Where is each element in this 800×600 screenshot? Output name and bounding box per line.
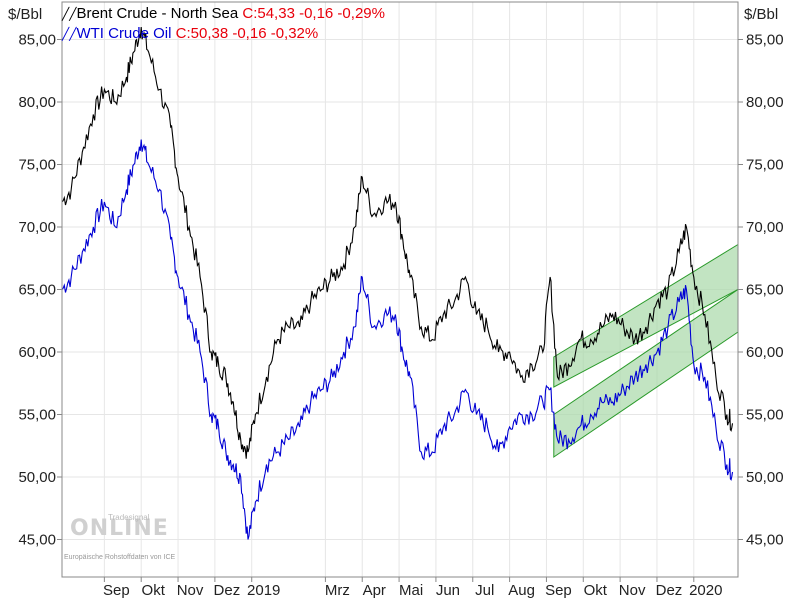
axes: 45,00 45,00 50,00 50,00 55,00 55,00 60,00 60,00… bbox=[18, 32, 783, 600]
series-wti-line bbox=[61, 139, 734, 540]
x-tick-label: Mai bbox=[399, 582, 423, 599]
x-tick-label: Nov bbox=[177, 582, 204, 599]
y-tick-label-left: 65,00 bbox=[18, 282, 56, 299]
y-tick-label-left: 70,00 bbox=[18, 219, 56, 236]
y-tick-label-right: 80,00 bbox=[746, 94, 784, 111]
x-tick-label: Jun bbox=[436, 582, 460, 599]
x-tick-label: Aug bbox=[508, 582, 535, 599]
y-tick-label-left: 75,00 bbox=[18, 157, 56, 174]
x-tick-label: Okt bbox=[142, 582, 166, 599]
y-tick-label-left: 85,00 bbox=[18, 32, 56, 49]
x-tick-label: Sep bbox=[103, 582, 130, 599]
x-tick-label: Apr bbox=[363, 582, 386, 599]
watermark-note: Europäische Rohstoffdaten von ICE bbox=[64, 554, 176, 561]
price-lines bbox=[61, 26, 734, 540]
y-tick-label-right: 65,00 bbox=[746, 282, 784, 299]
gridlines bbox=[62, 2, 738, 577]
y-tick-label-left: 55,00 bbox=[18, 407, 56, 424]
x-tick-label: Sep bbox=[545, 582, 572, 599]
watermark-logo: ONLINE bbox=[70, 516, 169, 541]
y-tick-label-left: 80,00 bbox=[18, 94, 56, 111]
legend-item-brent[interactable]: ╱╱Brent Crude - North Sea C:54,33 -0,16 … bbox=[62, 4, 385, 24]
x-tick-label: Okt bbox=[584, 582, 608, 599]
y-tick-label-right: 85,00 bbox=[746, 32, 784, 49]
y-tick-label-right: 55,00 bbox=[746, 407, 784, 424]
y-tick-label-right: 75,00 bbox=[746, 157, 784, 174]
y-tick-label-right: 60,00 bbox=[746, 344, 784, 361]
y-tick-label-right: 70,00 bbox=[746, 219, 784, 236]
legend-wti-close: C:50,38 -0,16 -0,32% bbox=[175, 25, 319, 42]
right-unit-label: $/Bbl bbox=[744, 6, 778, 23]
line-chart-icon: ╱╱ bbox=[62, 27, 77, 41]
watermark-brand: Tradesignal bbox=[108, 513, 150, 522]
legend: ╱╱Brent Crude - North Sea C:54,33 -0,16 … bbox=[62, 4, 385, 44]
tradesignal-watermark: ONLINE Tradesignal Europäische Rohstoffd… bbox=[64, 513, 175, 561]
series-brent-line bbox=[61, 26, 734, 459]
x-tick-label: 2019 bbox=[247, 582, 280, 599]
legend-brent-close: C:54,33 -0,16 -0,29% bbox=[242, 5, 385, 22]
x-tick-label: Jul bbox=[475, 582, 494, 599]
y-tick-label-left: 50,00 bbox=[18, 469, 56, 486]
line-chart-icon: ╱╱ bbox=[62, 7, 77, 21]
legend-wti-name: WTI Crude Oil bbox=[76, 25, 172, 42]
left-unit-label: $/Bbl bbox=[8, 6, 42, 23]
y-tick-label-left: 60,00 bbox=[18, 344, 56, 361]
x-tick-label: 2020 bbox=[689, 582, 722, 599]
legend-item-wti[interactable]: ╱╱WTI Crude Oil C:50,38 -0,16 -0,32% bbox=[62, 24, 385, 44]
x-tick-label: Dez bbox=[214, 582, 241, 599]
y-tick-label-right: 50,00 bbox=[746, 469, 784, 486]
x-tick-label: Mrz bbox=[325, 582, 350, 599]
x-tick-label: Dez bbox=[656, 582, 683, 599]
y-tick-label-left: 45,00 bbox=[18, 532, 56, 549]
x-tick-label: Nov bbox=[619, 582, 646, 599]
legend-brent-name: Brent Crude - North Sea bbox=[76, 5, 239, 22]
y-tick-label-right: 45,00 bbox=[746, 532, 784, 549]
